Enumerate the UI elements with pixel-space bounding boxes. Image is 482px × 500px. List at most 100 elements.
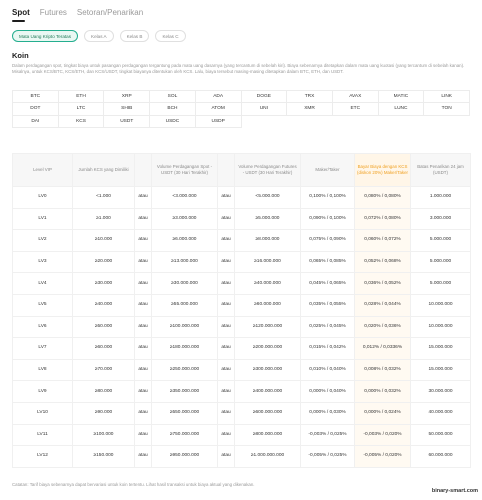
- cell-kcs-holding: ≥10.000: [72, 229, 135, 252]
- cell-maker-taker-fee: 0,100% / 0,100%: [300, 186, 355, 209]
- tab-deposit-withdrawal[interactable]: Setoran/Penarikan: [76, 8, 144, 17]
- chip-class-a[interactable]: Kelas A: [84, 30, 114, 42]
- coin-cell: UNI: [241, 103, 288, 116]
- section-title: Koin: [12, 51, 29, 60]
- cell-spot-volume: ≥750.000.000: [151, 423, 218, 447]
- cell-or-label: atau: [134, 207, 152, 231]
- cell-or-label: atau: [134, 293, 152, 317]
- header-spacer: [134, 153, 152, 187]
- coin-cell-empty: [287, 116, 333, 128]
- cell-or-label: atau: [217, 229, 235, 252]
- coin-cell-empty: [242, 116, 288, 128]
- cell-withdrawal-limit: 5.000.000: [410, 229, 471, 252]
- cell-vip-level: LV5: [12, 293, 73, 317]
- coin-cell: SOL: [150, 91, 196, 104]
- cell-vip-level: LV7: [12, 337, 73, 360]
- cell-futures-volume: ≥16.000.000: [234, 250, 301, 274]
- chip-top-crypto[interactable]: Mata Uang Kripto Teratas: [12, 30, 79, 42]
- cell-withdrawal-limit: 3.000.000: [410, 207, 471, 231]
- cell-withdrawal-limit: 15.000.000: [410, 337, 471, 360]
- coin-cell-empty: [333, 116, 379, 128]
- coin-cell: ETH: [58, 91, 105, 104]
- cell-spot-volume: ≥6.000.000: [151, 229, 218, 252]
- cell-futures-volume: ≥120.000.000: [234, 315, 301, 339]
- coin-cell: TRX: [287, 91, 333, 104]
- coin-cell: TON: [424, 103, 470, 116]
- cell-withdrawal-limit: 50.000.000: [410, 423, 471, 447]
- cell-maker-taker-fee: 0,000% / 0,030%: [300, 401, 355, 425]
- cell-kcs-discount-fee: 0,052% / 0,068%: [354, 250, 411, 274]
- vip-fee-table: Level VIP Jumlah KCS yang Dimiliki Volum…: [12, 153, 471, 468]
- cell-spot-volume: ≥100.000.000: [151, 315, 218, 339]
- cell-withdrawal-limit: 10.000.000: [410, 293, 471, 317]
- cell-maker-taker-fee: 0,015% / 0,042%: [300, 337, 355, 360]
- table-row: LV11 ≥100.000 atau ≥750.000.000 atau ≥800.000…: [12, 423, 471, 447]
- cell-maker-taker-fee: 0,045% / 0,065%: [300, 272, 355, 295]
- cell-or-label: atau: [134, 401, 152, 425]
- tab-futures[interactable]: Futures: [39, 8, 67, 17]
- table-row: LV12 ≥150.000 atau ≥950.000.000 atau ≥1.000.0…: [12, 445, 471, 468]
- coin-cell: ADA: [195, 91, 242, 104]
- cell-or-label: atau: [217, 315, 235, 339]
- cell-futures-volume: ≥200.000.000: [234, 337, 301, 360]
- coin-class-filter: Mata Uang Kripto Teratas Kelas A Kelas B…: [12, 30, 186, 42]
- cell-vip-level: LV10: [12, 401, 73, 425]
- header-kcs-discount: Bayar Biaya dengan KCS (diskon 20%) Make…: [354, 153, 411, 187]
- cell-maker-taker-fee: 0,090% / 0,100%: [300, 207, 355, 231]
- cell-or-label: atau: [217, 337, 235, 360]
- table-row: LV3 ≥20.000 atau ≥13.000.000 atau ≥16.000.000…: [12, 250, 471, 274]
- cell-spot-volume: ≥30.000.000: [151, 272, 218, 295]
- coin-cell-empty: [424, 116, 470, 128]
- footnote: Catatan: Tarif biaya sebenarnya dapat be…: [12, 482, 255, 487]
- table-row: LV0 <1.000 atau <3.000.000 atau <5.000.000 0,1…: [12, 186, 471, 209]
- cell-or-label: atau: [217, 293, 235, 317]
- cell-spot-volume: ≥13.000.000: [151, 250, 218, 274]
- cell-withdrawal-limit: 40.000.000: [410, 401, 471, 425]
- cell-kcs-holding: ≥50.000: [72, 315, 135, 339]
- cell-or-label: atau: [134, 358, 152, 382]
- cell-withdrawal-limit: 1.000.000: [410, 186, 471, 209]
- cell-or-label: atau: [134, 445, 152, 468]
- table-row: LV5 ≥40.000 atau ≥55.000.000 atau ≥60.000.000…: [12, 293, 471, 317]
- cell-maker-taker-fee: 0,035% / 0,055%: [300, 293, 355, 317]
- cell-kcs-holding: ≥100.000: [72, 423, 135, 447]
- cell-or-label: atau: [134, 380, 152, 403]
- chip-class-c[interactable]: Kelas C: [155, 30, 186, 42]
- tab-spot[interactable]: Spot: [12, 8, 30, 17]
- cell-kcs-discount-fee: 0,000% / 0,032%: [354, 380, 411, 403]
- header-spot-volume: Volume Perdagangan Spot - USDT (30 Hari …: [151, 153, 218, 187]
- cell-vip-level: LV2: [12, 229, 73, 252]
- cell-kcs-discount-fee: 0,028% / 0,044%: [354, 293, 411, 317]
- coin-cell: DOT: [13, 103, 59, 116]
- cell-or-label: atau: [217, 380, 235, 403]
- coin-cell: ATOM: [195, 103, 242, 116]
- cell-spot-volume: ≥250.000.000: [151, 358, 218, 382]
- coin-cell: DOGE: [241, 91, 288, 104]
- cell-or-label: atau: [134, 272, 152, 295]
- cell-kcs-discount-fee: 0,060% / 0,072%: [354, 229, 411, 252]
- cell-withdrawal-limit: 30.000.000: [410, 380, 471, 403]
- watermark: binary-smart.com: [431, 488, 478, 494]
- header-spacer: [217, 153, 235, 187]
- trading-type-tabs: Spot Futures Setoran/Penarikan: [12, 7, 143, 23]
- table-row: LV8 ≥70.000 atau ≥250.000.000 atau ≥300.000.0…: [12, 358, 471, 382]
- cell-or-label: atau: [134, 423, 152, 447]
- cell-kcs-holding: ≥30.000: [72, 272, 135, 295]
- table-row: LV1 ≥1.000 atau ≥3.000.000 atau ≥5.000.000 0,0…: [12, 207, 471, 231]
- cell-kcs-holding: ≥60.000: [72, 337, 135, 360]
- table-row: LV10 ≥90.000 atau ≥550.000.000 atau ≥600.000.…: [12, 401, 471, 425]
- cell-vip-level: LV11: [12, 423, 73, 447]
- cell-spot-volume: ≥950.000.000: [151, 445, 218, 468]
- cell-kcs-holding: ≥20.000: [72, 250, 135, 274]
- cell-vip-level: LV12: [12, 445, 73, 468]
- cell-kcs-holding: ≥1.000: [72, 207, 135, 231]
- cell-maker-taker-fee: -0,003% / 0,025%: [300, 423, 355, 447]
- coin-cell: XMR: [287, 103, 333, 116]
- cell-maker-taker-fee: 0,025% / 0,045%: [300, 315, 355, 339]
- cell-or-label: atau: [217, 358, 235, 382]
- active-tab-indicator: [12, 20, 25, 22]
- chip-class-b[interactable]: Kelas B: [119, 30, 150, 42]
- cell-vip-level: LV3: [12, 250, 73, 274]
- cell-spot-volume: ≥55.000.000: [151, 293, 218, 317]
- cell-kcs-discount-fee: 0,072% / 0,080%: [354, 207, 411, 231]
